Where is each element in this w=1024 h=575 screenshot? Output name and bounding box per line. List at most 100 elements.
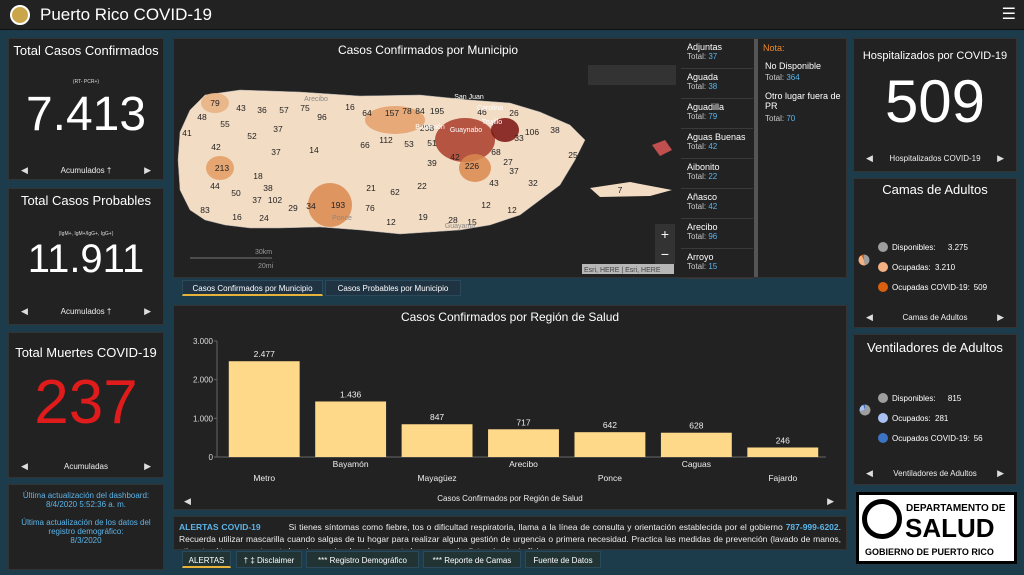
card: Total Muertes COVID-19 237 Acumuladas ◀ … [8, 332, 164, 478]
list-name: Aguada [687, 72, 719, 82]
total-value: 79 [708, 112, 718, 121]
prev-button[interactable]: ◀ [21, 306, 28, 316]
prev-button[interactable]: ◀ [866, 468, 873, 478]
card-value: 237 [34, 368, 138, 437]
card-title: Camas de Adultos [882, 182, 988, 197]
list-item: Adjuntas Total: 37 [681, 39, 753, 69]
list-total: Total: 15 [687, 262, 753, 271]
prev-button[interactable]: ◀ [866, 312, 873, 322]
bottom-tab[interactable]: *** Registro Demográfico [306, 551, 419, 568]
note-total: Total: 364 [765, 73, 800, 82]
logo-text: SALUD [905, 513, 995, 543]
card-subtitle: (RT- PCR+) [72, 79, 100, 85]
prev-button[interactable]: ◀ [866, 153, 873, 163]
total-label: Total: [687, 232, 707, 241]
seal-icon [10, 5, 30, 25]
list-total: Total: 42 [687, 142, 753, 151]
prev-button[interactable]: ◀ [21, 461, 28, 471]
list-name: Adjuntas [687, 42, 723, 52]
list-item: Aibonito Total: 22 [681, 159, 753, 189]
list-name: Añasco [687, 192, 718, 202]
update-panel: Última actualización del dashboard: 8/4/… [8, 484, 164, 570]
card: Total Casos Confirmados (RT- PCR+) 7.413… [8, 38, 164, 180]
card: Camas de Adultos Camas de Adultos ◀ ▶ [853, 178, 1017, 328]
logo-text: DEPARTAMENTO DE [906, 503, 1006, 514]
total-value: 37 [708, 52, 718, 61]
list-name: Arecibo [687, 222, 718, 232]
total-label: Total: [687, 142, 707, 151]
prev-button[interactable]: ◀ [184, 496, 191, 506]
next-button[interactable]: ▶ [144, 165, 151, 175]
list-name: Aibonito [687, 162, 720, 172]
map-tab[interactable]: Casos Confirmados por Municipio [182, 280, 323, 296]
menu-button[interactable]: ☰ [1001, 6, 1016, 23]
card-title: Total Casos Confirmados [13, 43, 159, 58]
list-item: Aguadilla Total: 79 [681, 99, 753, 129]
list-total: Total: 22 [687, 172, 753, 181]
map-toolbar[interactable] [588, 65, 676, 85]
list-item: Aguas Buenas Total: 42 [681, 129, 753, 159]
card-title: Total Casos Probables [20, 193, 152, 208]
update-date: 8/4/2020 5:52:36 a. m. [45, 500, 127, 509]
list-total: Total: 38 [687, 82, 753, 91]
bottom-tab[interactable]: ALERTAS [182, 551, 231, 568]
next-button[interactable]: ▶ [144, 306, 151, 316]
prev-button[interactable]: ◀ [21, 165, 28, 175]
alert-heading: ALERTAS COVID-19 [179, 522, 261, 532]
alert-text: . Recuerda utilizar mascarilla cuando sa… [179, 522, 841, 549]
card-footer: Acumulados † [60, 307, 112, 316]
total-value: 42 [708, 202, 718, 211]
total-label: Total: [687, 82, 707, 91]
total-value: 42 [708, 142, 718, 151]
scrollbar [754, 39, 758, 277]
next-button[interactable]: ▶ [144, 461, 151, 471]
update-label: Última actualización del dashboard: [22, 491, 150, 500]
list-item: Arroyo Total: 15 [681, 249, 753, 279]
total-value: 96 [708, 232, 718, 241]
total-label: Total: [687, 112, 707, 121]
total-value: 38 [708, 82, 718, 91]
card-value: 509 [884, 68, 986, 135]
card: Total Casos Probables (IgM+, IgM+/IgG+, … [8, 188, 164, 325]
update-label: Última actualización de los datos del re… [21, 518, 151, 536]
card-footer: Ventiladores de Adultos [893, 469, 977, 478]
total-label: Total: [687, 262, 707, 271]
total-value: 70 [786, 114, 796, 123]
map-title: Casos Confirmados por Municipio [337, 43, 519, 57]
map-tab[interactable]: Casos Probables por Municipio [325, 280, 461, 296]
list-name: Aguas Buenas [687, 132, 746, 142]
bottom-tab[interactable]: † ‡ Disclaimer [236, 551, 302, 568]
note-total: Total: 70 [765, 114, 795, 123]
app-title: Puerto Rico COVID-19 [40, 5, 212, 24]
alert-text: Si tienes síntomas como fiebre, tos o di… [288, 522, 783, 532]
chart-panel: ◀ ▶ [173, 305, 847, 510]
card-footer: Camas de Adultos [902, 313, 968, 322]
total-value: 15 [708, 262, 718, 271]
next-button[interactable]: ▶ [997, 153, 1004, 163]
zoom-controls[interactable]: + − [655, 224, 675, 264]
bottom-tab[interactable]: Fuente de Datos [525, 551, 601, 568]
note-name: Otro lugar fuera de PR [765, 91, 841, 111]
alert-panel: ALERTAS COVID-19 Si tienes síntomas como … [173, 516, 847, 550]
total-label: Total: [687, 172, 707, 181]
total-label: Total: [765, 114, 785, 123]
bottom-tab[interactable]: *** Reporte de Camas [423, 551, 521, 568]
next-button[interactable]: ▶ [827, 496, 834, 506]
card-footer: Acumuladas [63, 462, 109, 471]
total-label: Total: [687, 52, 707, 61]
list-total: Total: 42 [687, 202, 753, 211]
card-footer: Hospitalizados COVID-19 [889, 154, 981, 163]
card-value: 11.911 [27, 237, 145, 281]
list-item: Aguada Total: 38 [681, 69, 753, 99]
total-label: Total: [687, 202, 707, 211]
card: Hospitalizados por COVID-19 509 Hospital… [853, 38, 1017, 172]
alert-phone: 787-999-6202 [785, 522, 839, 532]
logo-cross [862, 499, 902, 539]
card-title: Total Muertes COVID-19 [15, 345, 157, 360]
next-button[interactable]: ▶ [997, 468, 1004, 478]
card-subtitle: (IgM+, IgM+/IgG+, IgG+) [58, 231, 114, 237]
list-name: Aguadilla [687, 102, 725, 112]
logo-text: GOBIERNO DE PUERTO RICO [865, 547, 994, 557]
next-button[interactable]: ▶ [997, 312, 1004, 322]
card-title: Ventiladores de Adultos [867, 340, 1003, 355]
